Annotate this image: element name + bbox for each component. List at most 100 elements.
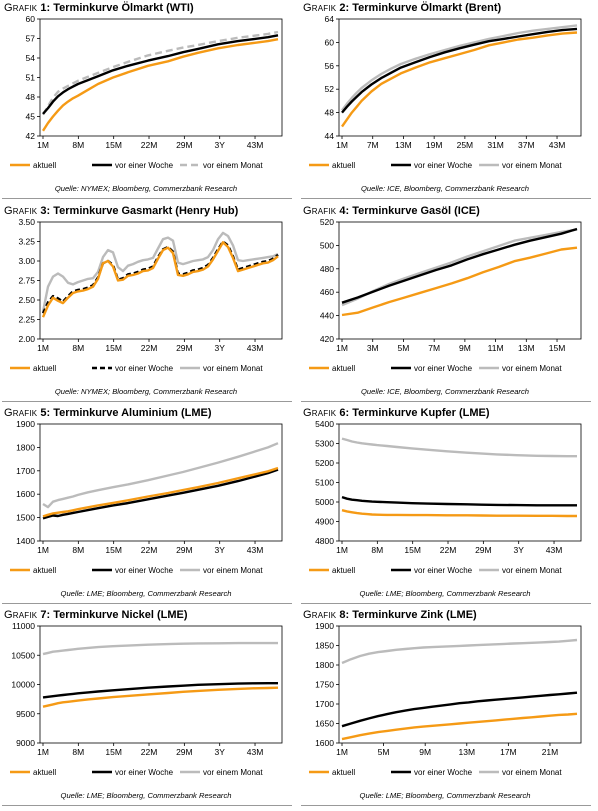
x-tick-label: 3Y <box>214 140 225 150</box>
x-tick-label: 19M <box>426 140 443 150</box>
title-text: Terminkurve Aluminium (LME) <box>53 407 212 419</box>
y-tick-label: 57 <box>26 34 36 44</box>
x-tick-label: 3Y <box>214 545 225 555</box>
legend-label: aktuell <box>332 364 355 373</box>
x-tick-label: 31M <box>487 140 504 150</box>
title-text: Terminkurve Kupfer (LME) <box>352 407 490 419</box>
chart-svg: 42 45 48 51 54 57 60 1M 8M 15M 22M 29M 3Y 43M aktuell v… <box>10 15 283 170</box>
plot-frame <box>338 18 582 137</box>
y-tick-label: 2.00 <box>18 334 35 344</box>
title-text: Terminkurve Gasöl (ICE) <box>352 205 480 217</box>
y-tick-label: 520 <box>320 218 334 227</box>
chart-panel-kupfer: Grafik 6: Terminkurve Kupfer (LME) 4800 49… <box>299 405 598 607</box>
y-tick-label: 3.50 <box>18 218 35 227</box>
y-tick-label: 3.25 <box>18 237 35 247</box>
chart-svg: 9000 9500 10000 10500 11000 1M 8M 15M 22M 29M 3Y 43… <box>10 622 283 777</box>
legend-label: aktuell <box>33 566 56 575</box>
legend-label: vor einer Woche <box>414 768 473 777</box>
y-tick-label: 480 <box>320 264 334 274</box>
chart-panel-gasoel: Grafik 4: Terminkurve Gasöl (ICE) 420 440 4… <box>299 203 598 405</box>
separator-line <box>301 401 591 402</box>
y-tick-label: 56 <box>325 61 335 71</box>
chart-panel-brent: Grafik 2: Terminkurve Ölmarkt (Brent) 44 4… <box>299 0 598 202</box>
y-tick-label: 4900 <box>315 517 334 527</box>
grafik-label: Grafik <box>303 2 337 14</box>
x-tick-label: 21M <box>542 747 559 757</box>
series-line-monat <box>341 24 578 112</box>
x-tick-label: 9M <box>459 343 471 353</box>
y-tick-label: 440 <box>320 311 334 321</box>
grafik-number: 8: <box>336 609 353 621</box>
legend-label: vor einem Monat <box>203 161 263 170</box>
grafik-number: 7: <box>37 609 54 621</box>
legend-label: vor einem Monat <box>203 364 263 373</box>
separator-line <box>301 805 591 806</box>
x-tick-label: 37M <box>518 140 535 150</box>
x-tick-label: 29M <box>475 545 492 555</box>
legend-label: vor einem Monat <box>502 364 562 373</box>
grafik-number: 5: <box>37 407 54 419</box>
x-tick-label: 13M <box>518 343 535 353</box>
separator-line <box>2 603 292 604</box>
legend-label: vor einer Woche <box>414 566 473 575</box>
x-tick-label: 8M <box>72 747 84 757</box>
y-tick-label: 420 <box>320 334 334 344</box>
x-tick-label: 8M <box>72 545 84 555</box>
legend-label: aktuell <box>332 161 355 170</box>
title-text: Terminkurve Nickel (LME) <box>53 609 188 621</box>
y-tick-label: 51 <box>26 73 36 83</box>
y-tick-label: 1850 <box>315 641 334 651</box>
y-tick-label: 1500 <box>16 513 35 523</box>
x-tick-label: 22M <box>141 747 158 757</box>
chart-title: Grafik 2: Terminkurve Ölmarkt (Brent) <box>303 2 501 14</box>
chart-title: Grafik 6: Terminkurve Kupfer (LME) <box>303 407 490 419</box>
y-tick-label: 1800 <box>315 660 334 670</box>
series-line-monat <box>341 228 578 307</box>
x-tick-label: 1M <box>336 545 348 555</box>
plot-frame <box>39 221 283 340</box>
chart-panel-zink: Grafik 8: Terminkurve Zink (LME) 1600 1650… <box>299 607 598 809</box>
chart-title: Grafik 5: Terminkurve Aluminium (LME) <box>4 407 212 419</box>
x-tick-label: 3M <box>367 343 379 353</box>
legend-label: aktuell <box>33 161 56 170</box>
y-tick-label: 1750 <box>315 680 334 690</box>
x-tick-label: 15M <box>105 545 122 555</box>
chart-svg: 1400 1500 1600 1700 1800 1900 1M 8M 15M 22M 29M 3Y 4… <box>10 420 283 575</box>
y-tick-label: 5400 <box>315 420 334 429</box>
y-tick-label: 48 <box>26 92 36 102</box>
chart-panel-nickel: Grafik 7: Terminkurve Nickel (LME) 9000 95… <box>0 607 299 809</box>
legend-label: vor einem Monat <box>502 768 562 777</box>
separator-line <box>301 603 591 604</box>
y-tick-label: 48 <box>325 108 335 118</box>
source-note: Quelle: LME; Bloomberg, Commerzbank Rese… <box>60 791 232 800</box>
source-note: Quelle: LME; Bloomberg, Commerzbank Rese… <box>60 589 232 598</box>
y-tick-label: 1900 <box>16 420 35 429</box>
y-tick-label: 460 <box>320 287 334 297</box>
x-tick-label: 29M <box>176 545 193 555</box>
x-tick-label: 5M <box>378 747 390 757</box>
grafik-number: 1: <box>37 2 54 14</box>
separator-line <box>2 805 292 806</box>
grafik-number: 4: <box>336 205 353 217</box>
x-tick-label: 7M <box>367 140 379 150</box>
series-line-woche <box>42 468 279 520</box>
series-line-aktuell <box>341 712 578 741</box>
legend-label: aktuell <box>332 566 355 575</box>
x-tick-label: 17M <box>500 747 517 757</box>
series-line-monat <box>341 437 577 458</box>
grafik-number: 6: <box>336 407 353 419</box>
grafik-label: Grafik <box>4 407 38 419</box>
title-text: Terminkurve Ölmarkt (WTI) <box>53 2 194 14</box>
grafik-number: 2: <box>336 2 353 14</box>
x-tick-label: 15M <box>404 545 421 555</box>
x-tick-label: 9M <box>419 747 431 757</box>
grafik-label: Grafik <box>4 205 38 217</box>
x-tick-label: 8M <box>72 343 84 353</box>
source-note: Quelle: ICE, Bloomberg, Commerzbank Rese… <box>361 184 529 193</box>
chart-svg: 4800 4900 5000 5100 5200 5300 5400 1M 8M 15M 22M 29… <box>309 420 582 575</box>
y-tick-label: 60 <box>26 15 36 24</box>
grafik-label: Grafik <box>303 609 337 621</box>
source-note: Quelle: NYMEX; Bloomberg, Commerzbank Re… <box>54 387 238 396</box>
x-tick-label: 8M <box>371 545 383 555</box>
y-tick-label: 4800 <box>315 536 334 546</box>
